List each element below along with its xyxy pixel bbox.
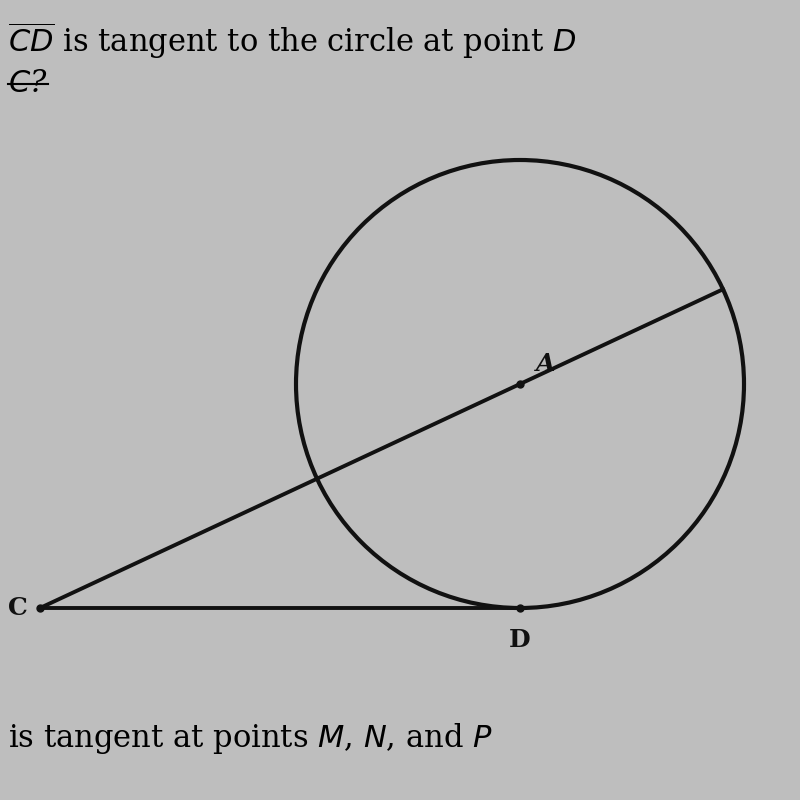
Text: $\overline{CD}$ is tangent to the circle at point $D$: $\overline{CD}$ is tangent to the circle… xyxy=(8,20,576,61)
Text: $C$?: $C$? xyxy=(8,68,48,99)
Text: is tangent at points $M$, $N$, and $P$: is tangent at points $M$, $N$, and $P$ xyxy=(8,721,493,756)
Text: C: C xyxy=(8,596,28,620)
Text: A: A xyxy=(536,352,555,376)
Text: D: D xyxy=(509,628,531,652)
